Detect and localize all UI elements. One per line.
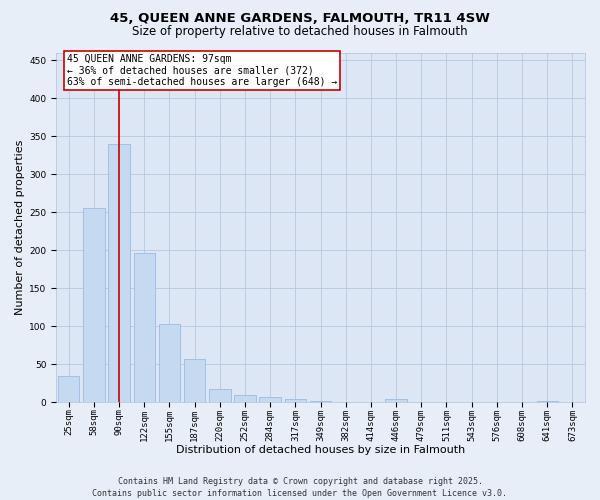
Bar bbox=[284, 400, 306, 402]
Bar bbox=[385, 400, 407, 402]
Text: 45, QUEEN ANNE GARDENS, FALMOUTH, TR11 4SW: 45, QUEEN ANNE GARDENS, FALMOUTH, TR11 4… bbox=[110, 12, 490, 26]
Text: Size of property relative to detached houses in Falmouth: Size of property relative to detached ho… bbox=[132, 25, 468, 38]
Bar bbox=[259, 397, 281, 402]
X-axis label: Distribution of detached houses by size in Falmouth: Distribution of detached houses by size … bbox=[176, 445, 465, 455]
Text: Contains HM Land Registry data © Crown copyright and database right 2025.
Contai: Contains HM Land Registry data © Crown c… bbox=[92, 476, 508, 498]
Y-axis label: Number of detached properties: Number of detached properties bbox=[15, 140, 25, 315]
Text: 45 QUEEN ANNE GARDENS: 97sqm
← 36% of detached houses are smaller (372)
63% of s: 45 QUEEN ANNE GARDENS: 97sqm ← 36% of de… bbox=[67, 54, 337, 88]
Bar bbox=[109, 144, 130, 403]
Bar bbox=[209, 388, 230, 402]
Bar bbox=[184, 359, 205, 403]
Bar bbox=[134, 252, 155, 402]
Bar bbox=[159, 324, 180, 402]
Bar bbox=[83, 208, 104, 402]
Bar bbox=[536, 401, 558, 402]
Bar bbox=[235, 394, 256, 402]
Bar bbox=[310, 401, 331, 402]
Bar bbox=[58, 376, 79, 402]
